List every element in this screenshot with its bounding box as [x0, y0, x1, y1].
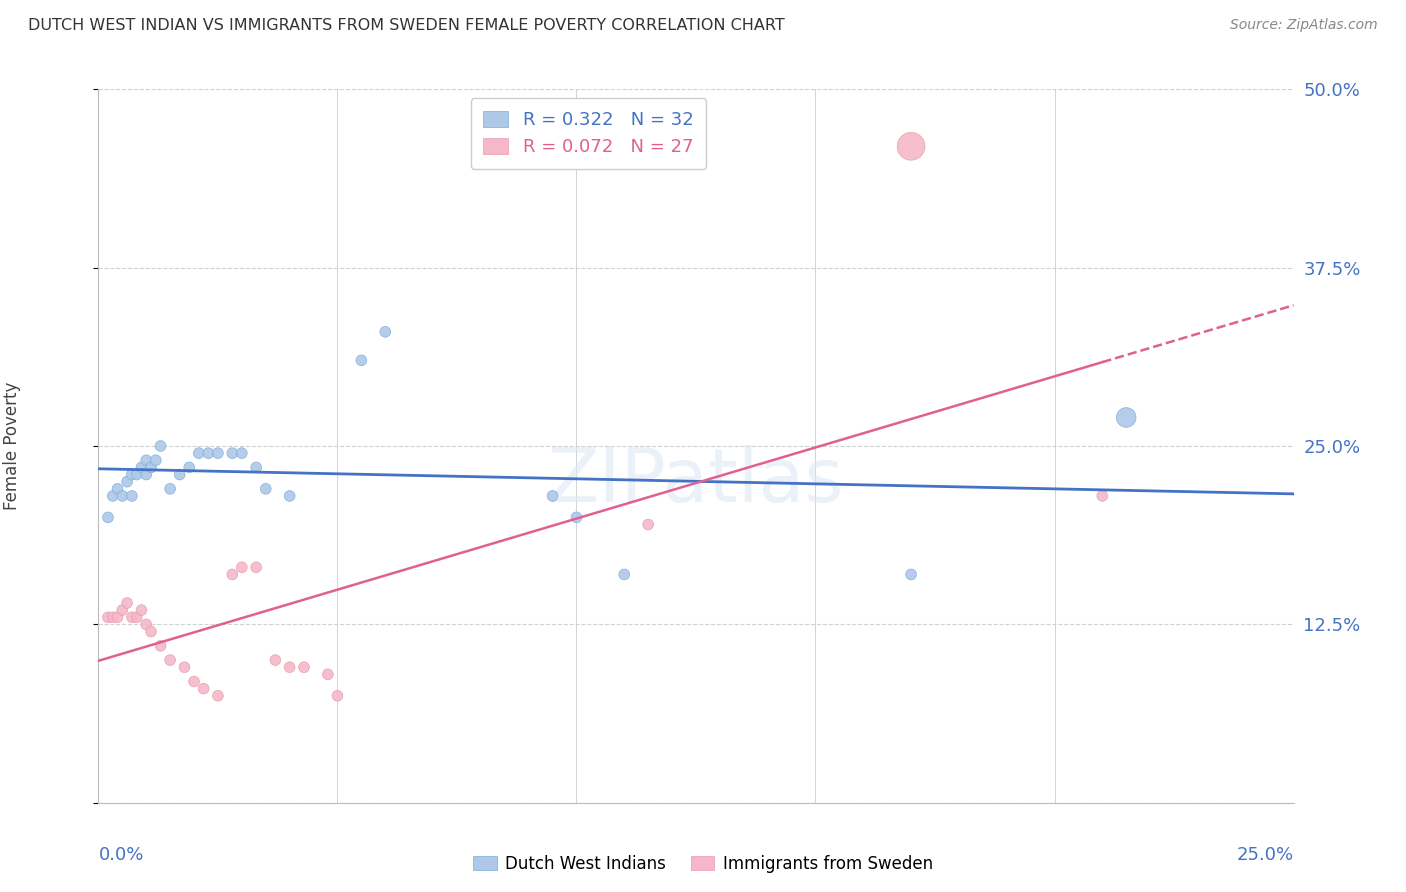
Point	[637, 517, 659, 532]
Point	[115, 475, 138, 489]
Point	[135, 617, 157, 632]
Text: Source: ZipAtlas.com: Source: ZipAtlas.com	[1230, 18, 1378, 32]
Text: 0.0%: 0.0%	[98, 846, 143, 863]
Point	[1091, 489, 1114, 503]
Point	[101, 489, 124, 503]
Point	[159, 482, 181, 496]
Point	[193, 681, 215, 696]
Point	[221, 446, 243, 460]
Point	[221, 567, 243, 582]
Point	[149, 639, 172, 653]
Point	[541, 489, 564, 503]
Point	[121, 489, 143, 503]
Point	[131, 603, 153, 617]
Point	[900, 567, 922, 582]
Point	[316, 667, 339, 681]
Point	[292, 660, 315, 674]
Point	[231, 560, 253, 574]
Point	[245, 560, 267, 574]
Point	[278, 489, 301, 503]
Point	[145, 453, 167, 467]
Point	[565, 510, 588, 524]
Point	[179, 460, 201, 475]
Legend: R = 0.322   N = 32, R = 0.072   N = 27: R = 0.322 N = 32, R = 0.072 N = 27	[471, 98, 706, 169]
Point	[107, 610, 129, 624]
Point	[111, 603, 134, 617]
Point	[374, 325, 396, 339]
Point	[121, 467, 143, 482]
Point	[139, 624, 162, 639]
Point	[207, 689, 229, 703]
Point	[125, 467, 148, 482]
Point	[107, 482, 129, 496]
Point	[125, 610, 148, 624]
Text: ZIPatlas: ZIPatlas	[548, 445, 844, 518]
Point	[159, 653, 181, 667]
Point	[1115, 410, 1137, 425]
Point	[613, 567, 636, 582]
Point	[121, 610, 143, 624]
Point	[101, 610, 124, 624]
Point	[254, 482, 277, 496]
Point	[350, 353, 373, 368]
Point	[131, 460, 153, 475]
Point	[231, 446, 253, 460]
Point	[97, 610, 120, 624]
Point	[326, 689, 349, 703]
Point	[135, 467, 157, 482]
Point	[139, 460, 162, 475]
Point	[278, 660, 301, 674]
Point	[97, 510, 120, 524]
Point	[111, 489, 134, 503]
Point	[183, 674, 205, 689]
Legend: Dutch West Indians, Immigrants from Sweden: Dutch West Indians, Immigrants from Swed…	[467, 848, 939, 880]
Point	[169, 467, 191, 482]
Point	[173, 660, 195, 674]
Point	[115, 596, 138, 610]
Text: 25.0%: 25.0%	[1236, 846, 1294, 863]
Point	[245, 460, 267, 475]
Text: DUTCH WEST INDIAN VS IMMIGRANTS FROM SWEDEN FEMALE POVERTY CORRELATION CHART: DUTCH WEST INDIAN VS IMMIGRANTS FROM SWE…	[28, 18, 785, 33]
Point	[900, 139, 922, 153]
Point	[207, 446, 229, 460]
Point	[197, 446, 219, 460]
Point	[187, 446, 209, 460]
Point	[264, 653, 287, 667]
Point	[149, 439, 172, 453]
Point	[135, 453, 157, 467]
Text: Female Poverty: Female Poverty	[3, 382, 21, 510]
